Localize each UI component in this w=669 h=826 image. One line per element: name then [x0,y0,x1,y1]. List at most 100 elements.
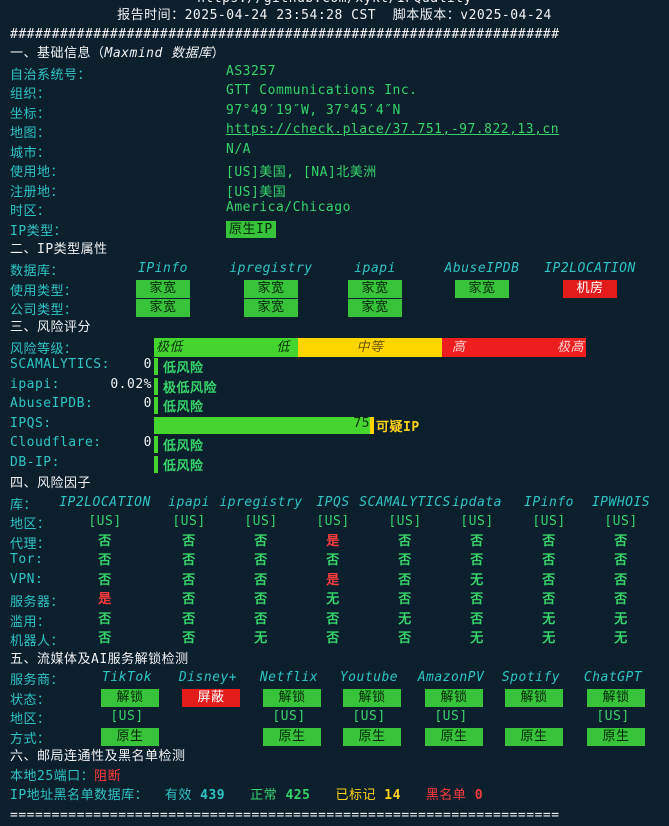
ip-type-badge: 原生IP [226,221,276,238]
media-method-badge: 原生 [101,728,159,746]
media-status-badge: 解锁 [343,689,401,707]
risk-score-value: 0 [143,396,152,411]
factor-cell: 否 [98,534,112,549]
iptype-usage-label: 使用类型： [10,284,78,299]
section-mail-title: 六、邮局连通性及黑名单检测 [10,749,186,764]
risk-score-value: 0.02% [110,377,152,392]
basic-label: 时区： [10,204,51,219]
factor-cell: 否 [182,631,196,646]
factor-cell: [US] [88,514,122,529]
risk-level-medium: 中等 [298,338,442,357]
factor-cell: 否 [326,553,340,568]
media-service-name: TikTok [102,670,152,685]
factor-cell: 否 [254,573,268,588]
media-method-badge: 原生 [425,728,483,746]
iptype-db-label: 数据库： [10,264,65,279]
risk-level-very-low-low: 极低 低 [154,338,298,357]
factor-cell: 否 [254,612,268,627]
factor-cell: 否 [614,573,628,588]
media-service-name: Spotify [501,670,561,685]
report-time: 报告时间：2025-04-24 23:54:28 CST 脚本版本：v2025-… [117,8,552,23]
factor-cell: 否 [470,592,484,607]
basic-label: 自治系统号： [10,68,92,83]
media-method-badge: 原生 [587,728,645,746]
factor-cell: 是 [326,573,340,588]
factor-row-label: 服务器： [10,595,65,610]
section-basic-title: 一、基础信息（Maxmind 数据库） [10,46,226,61]
risk-score-marker [154,358,158,375]
risk-verdict: 低风险 [163,439,204,454]
section-iptype-title: 二、IP类型属性 [10,242,108,257]
iptype-db-name: IP2LOCATION [544,261,636,276]
risk-verdict: 低风险 [163,459,204,474]
ipqs-score-value: 75 [353,416,370,431]
factor-cell: [US] [604,514,638,529]
factor-lib-name: IPWHOIS [591,495,651,510]
factor-cell: 否 [182,553,196,568]
media-region-value: [US] [434,709,468,724]
basic-value: [US]美国 [226,185,287,200]
map-link[interactable]: https://check.place/37.751,-97.822,13,cn [226,122,560,137]
factor-cell: 无 [542,612,556,627]
factor-cell: 否 [254,553,268,568]
factor-lib-name: IPQS [316,495,350,510]
basic-value: [US]美国, [NA]北美洲 [226,165,377,180]
media-method-badge: 原生 [343,728,401,746]
factor-cell: 否 [398,573,412,588]
media-status-badge: 解锁 [263,689,321,707]
factor-cell: 否 [98,612,112,627]
factor-cell: 是 [98,592,112,607]
factor-row-label: 代理： [10,537,51,552]
factor-cell: 否 [254,534,268,549]
media-region-value: [US] [596,709,630,724]
basic-label: 地图： [10,126,51,141]
usage-type-badge: 家宽 [244,280,298,298]
factor-lib-name: IPinfo [524,495,574,510]
basic-value: N/A [226,142,251,157]
factors-lib-label: 库： [10,498,38,513]
factor-cell: 否 [398,534,412,549]
factor-cell: [US] [388,514,422,529]
media-region-label: 地区： [10,712,51,727]
usage-type-badge: 机房 [563,280,617,298]
factor-cell: 否 [98,553,112,568]
factor-row-label: VPN: [10,572,44,587]
usage-type-badge: 家宽 [348,280,402,298]
factor-cell: 否 [182,592,196,607]
factor-row-label: 滥用： [10,615,51,630]
risk-verdict: 低风险 [163,361,204,376]
basic-value: America/Chicago [226,200,351,215]
section-risk-title: 三、风险评分 [10,320,92,335]
header-top-link: https://github.com/xykt/IPQuality [0,0,669,8]
ipqs-score-bar [154,417,370,434]
media-service-label: 服务商： [10,673,65,688]
risk-source-label: ipapi: [10,377,60,392]
basic-value: AS3257 [226,64,276,79]
iptype-db-name: ipapi [354,261,396,276]
factor-cell: 无 [326,592,340,607]
separator-bottom: ========================================… [10,808,560,823]
mail-port-line: 本地25端口：阻断 [10,769,122,784]
factor-cell: 无 [614,631,628,646]
factor-cell: [US] [244,514,278,529]
media-method-badge: 原生 [505,728,563,746]
media-service-name: Disney+ [178,670,238,685]
section-media-title: 五、流媒体及AI服务解锁检测 [10,652,189,667]
iptype-company-label: 公司类型： [10,303,78,318]
factor-cell: 无 [614,612,628,627]
factor-cell: [US] [316,514,350,529]
risk-source-label: DB-IP: [10,455,60,470]
basic-label: 使用地： [10,165,65,180]
factor-cell: 否 [182,612,196,627]
factor-lib-name: ipdata [452,495,502,510]
company-type-badge: 家宽 [136,299,190,317]
media-method-badge: 原生 [263,728,321,746]
risk-verdict: 极低风险 [163,381,218,396]
media-status-badge: 解锁 [425,689,483,707]
risk-score-marker [154,378,158,395]
factor-cell: 否 [470,612,484,627]
factor-cell: 否 [614,592,628,607]
factor-lib-name: SCAMALYTICS [359,495,451,510]
basic-label: IP类型： [10,224,68,239]
